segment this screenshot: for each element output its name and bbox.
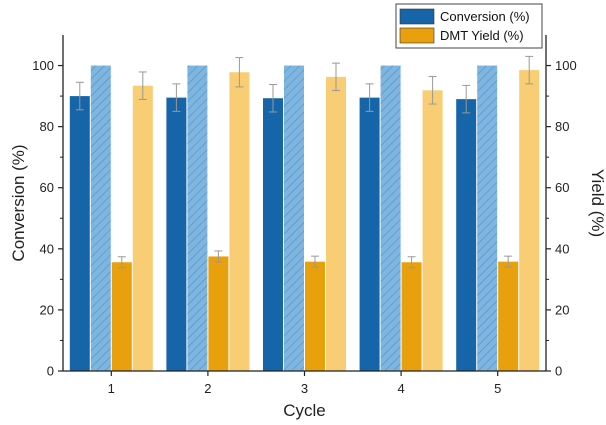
bar [208, 256, 229, 371]
left-y-tick-label: 20 [40, 302, 54, 317]
left-y-tick-label: 0 [47, 364, 54, 379]
legend-label: Conversion (%) [440, 9, 530, 24]
bar [187, 65, 208, 371]
bar [401, 262, 422, 371]
bar [90, 65, 111, 371]
x-tick-label: 4 [397, 381, 404, 396]
bar [132, 85, 153, 372]
x-tick-label: 3 [301, 381, 308, 396]
right-y-tick-label: 0 [555, 364, 562, 379]
bar [422, 90, 443, 372]
right-y-tick-label: 40 [555, 241, 569, 256]
bar [380, 65, 401, 371]
left-y-tick-label: 100 [32, 58, 54, 73]
right-y-axis-title: Yield (%) [588, 169, 606, 237]
legend-swatch [399, 27, 435, 44]
bar [359, 97, 380, 372]
right-y-tick-label: 20 [555, 302, 569, 317]
bar [284, 65, 304, 371]
bar [477, 65, 498, 371]
bar [166, 97, 187, 372]
x-tick-label: 2 [204, 381, 211, 396]
bar [69, 96, 90, 371]
bar [498, 261, 519, 371]
left-y-tick-label: 60 [40, 180, 54, 195]
bar [326, 76, 346, 371]
right-y-tick-label: 100 [555, 58, 577, 73]
legend-swatch [399, 8, 435, 25]
bar [519, 70, 540, 372]
right-y-tick-label: 60 [555, 180, 569, 195]
bar [263, 98, 283, 371]
x-tick-label: 1 [108, 381, 115, 396]
bar [111, 262, 132, 371]
left-y-axis-title: Conversion (%) [9, 144, 28, 261]
bar [305, 261, 325, 371]
x-tick-label: 5 [494, 381, 501, 396]
left-y-tick-label: 80 [40, 119, 54, 134]
left-y-tick-label: 40 [40, 241, 54, 256]
legend-label: DMT Yield (%) [440, 28, 524, 43]
x-axis-title: Cycle [283, 401, 326, 420]
bar [229, 72, 250, 372]
bar [456, 99, 477, 372]
right-y-tick-label: 80 [555, 119, 569, 134]
